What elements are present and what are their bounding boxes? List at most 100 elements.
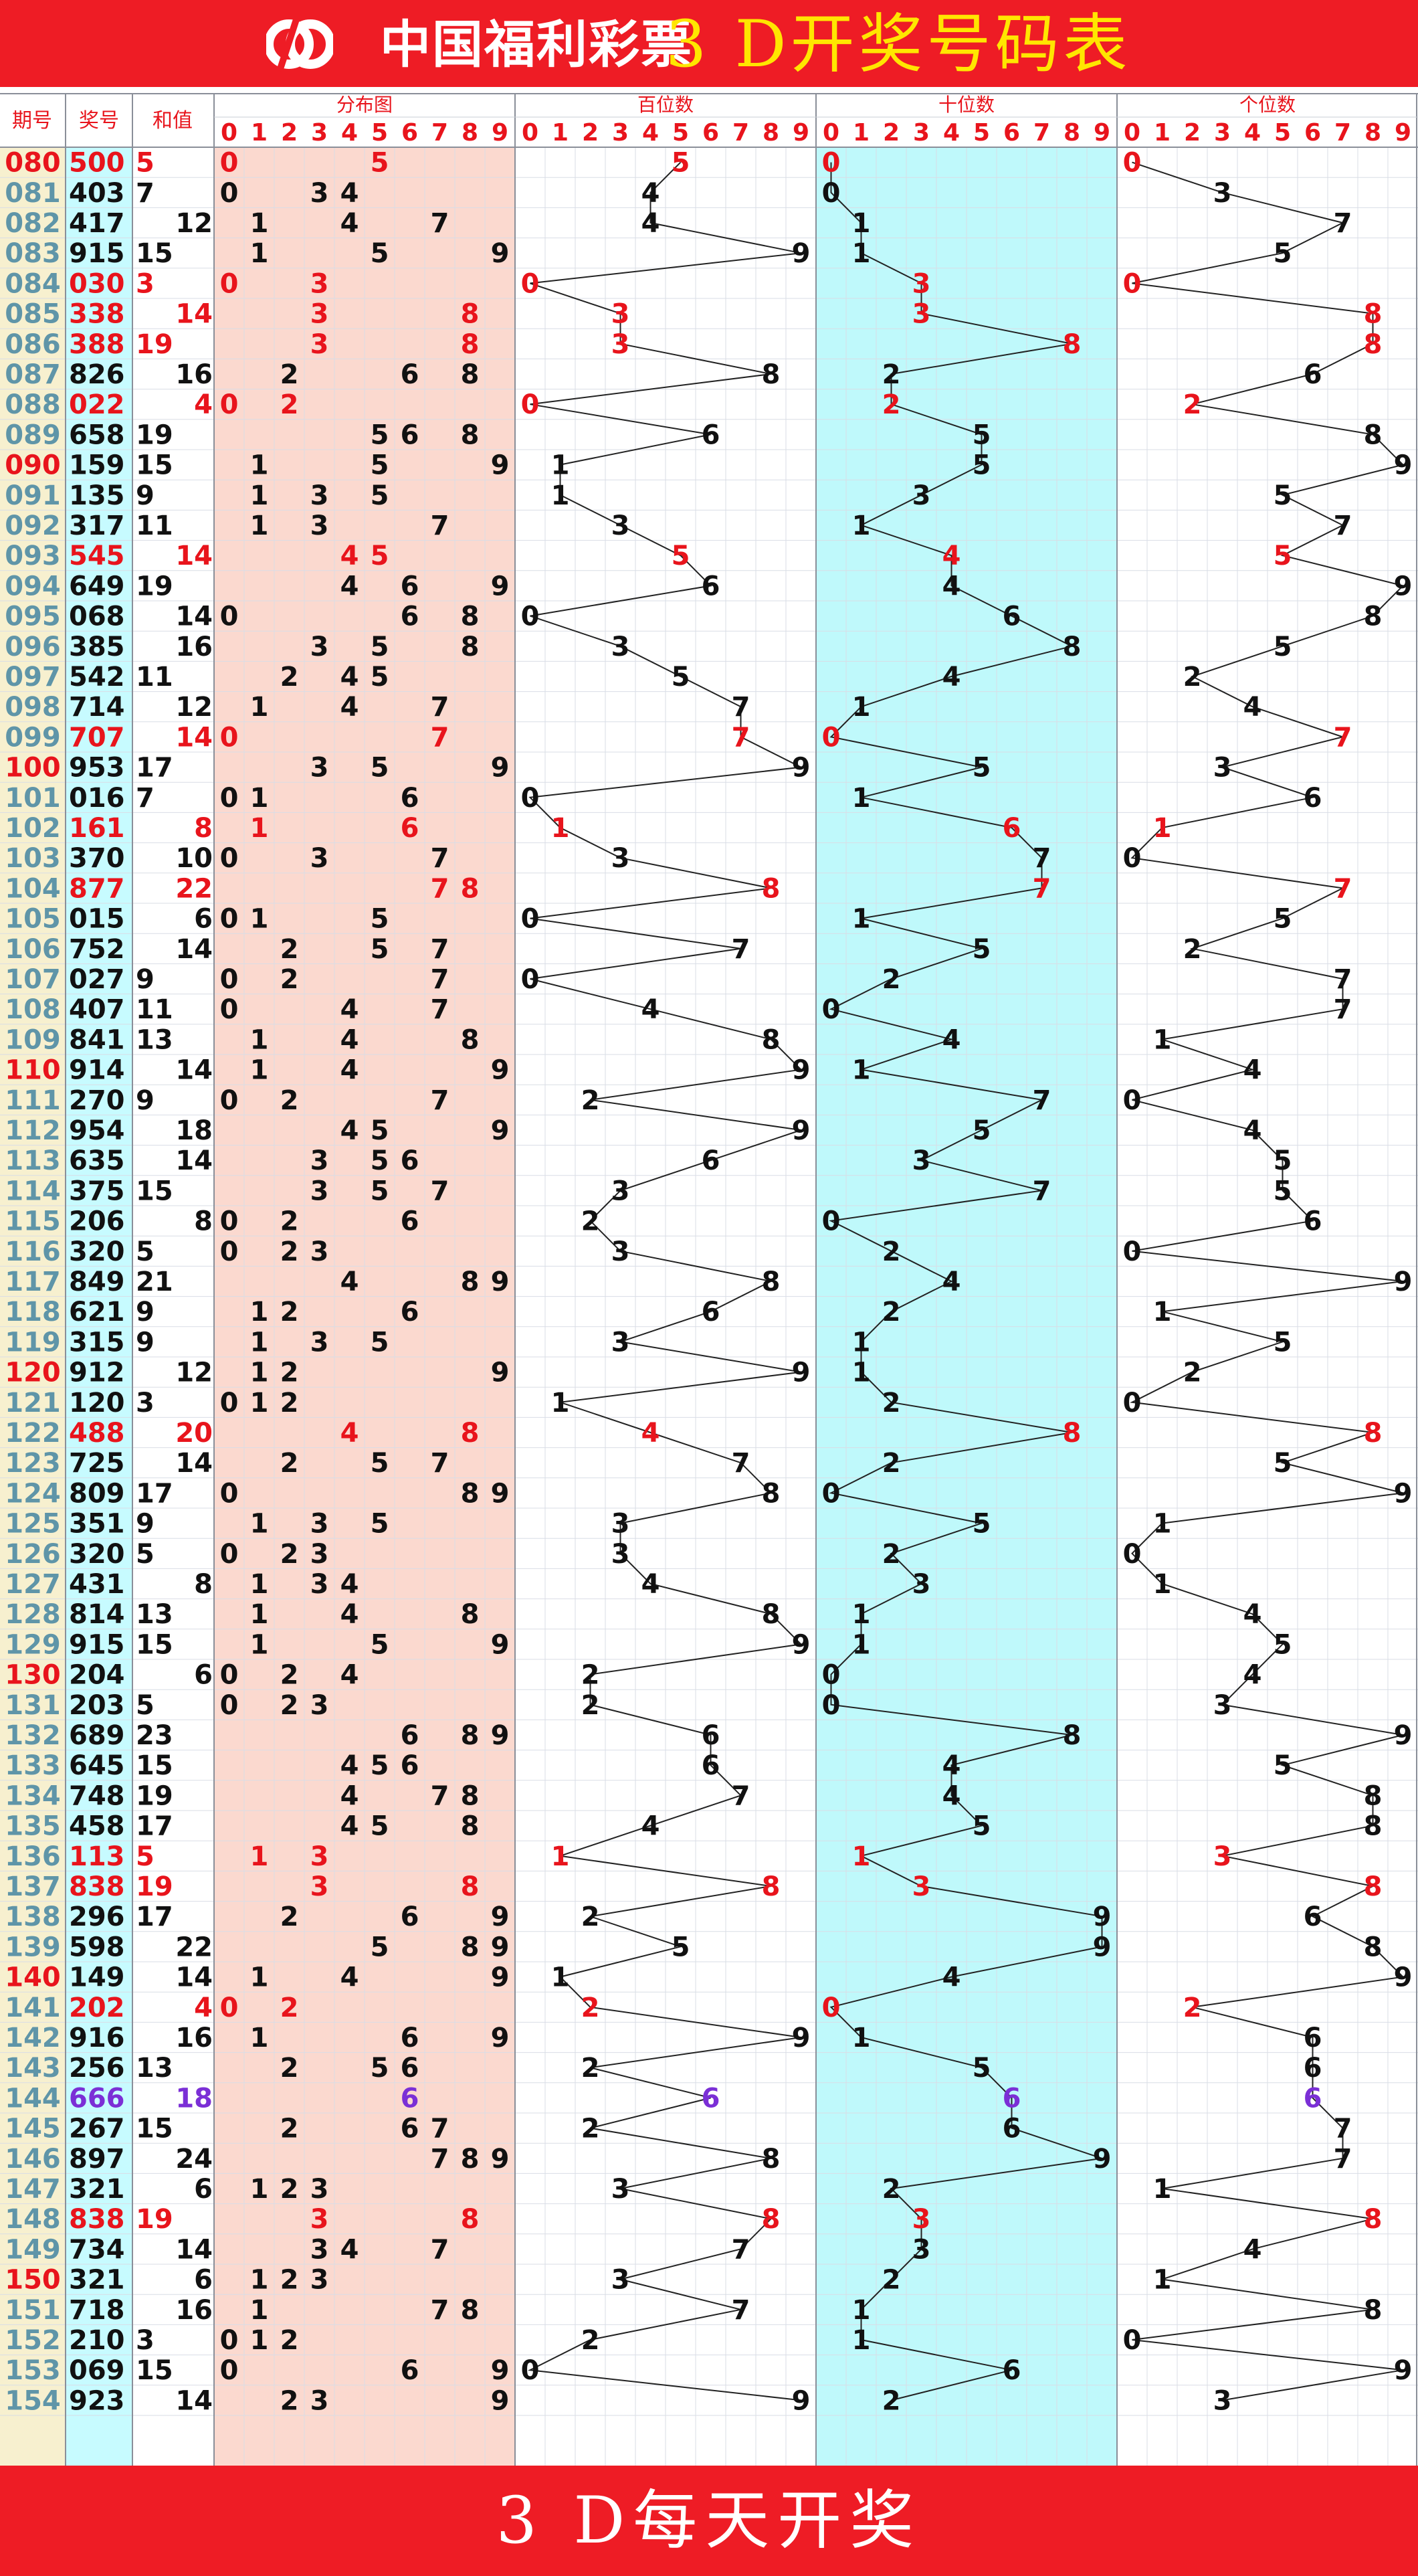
number-cell: 321	[69, 2265, 125, 2296]
grid-lines	[0, 147, 1418, 2466]
hundreds-digit-mark: 9	[792, 753, 811, 784]
distribution-mark: 7	[431, 722, 449, 753]
distribution-mark: 6	[401, 1902, 419, 1932]
distribution-mark: 4	[340, 662, 359, 693]
number-cell: 149	[69, 1962, 125, 1993]
hundreds-digit-header: 8	[763, 119, 779, 147]
distribution-mark: 0	[220, 389, 239, 420]
tens-digit-mark: 4	[942, 1024, 961, 1055]
tens-digit-mark: 5	[973, 1811, 991, 1842]
tens-digit-header: 1	[853, 119, 870, 147]
number-cell: 658	[69, 420, 125, 450]
hundreds-digit-mark: 4	[641, 1811, 660, 1842]
units-digit-mark: 0	[1123, 268, 1142, 299]
period-cell: 106	[5, 934, 61, 965]
hundreds-digit-mark: 8	[762, 1599, 781, 1630]
hundreds-digit-mark: 2	[581, 2325, 600, 2356]
hundreds-digit-mark: 0	[521, 268, 540, 299]
distribution-mark: 3	[310, 1569, 329, 1600]
period-cell: 110	[5, 1055, 61, 1086]
tens-digit-mark: 3	[912, 480, 931, 511]
distribution-mark: 9	[491, 2023, 510, 2053]
period-cell: 108	[5, 994, 61, 1025]
distribution-mark: 2	[280, 662, 299, 693]
period-cell: 083	[5, 238, 61, 269]
units-digit-header: 6	[1304, 119, 1321, 147]
distribution-mark: 8	[461, 2204, 480, 2235]
number-cell: 545	[69, 541, 125, 571]
sum-cell: 15	[136, 1176, 173, 1206]
distribution-mark: 0	[220, 2355, 239, 2386]
tens-digit-mark: 1	[852, 2023, 871, 2053]
period-cell: 150	[5, 2265, 61, 2296]
distribution-mark: 6	[401, 2023, 419, 2053]
units-digit-mark: 3	[1213, 1690, 1232, 1721]
period-cell: 124	[5, 1478, 61, 1509]
number-cell: 838	[69, 2204, 125, 2235]
units-digit-header: 2	[1184, 119, 1201, 147]
sum-cell: 24	[175, 2144, 213, 2175]
period-cell: 145	[5, 2114, 61, 2144]
period-cell: 090	[5, 450, 61, 481]
distribution-mark: 1	[250, 1388, 269, 1418]
units-digit-mark: 7	[1334, 511, 1352, 541]
period-cell: 129	[5, 1629, 61, 1660]
period-cell: 135	[5, 1811, 61, 1842]
units-digit-mark: 5	[1274, 1448, 1292, 1479]
tens-digit-header: 7	[1033, 119, 1050, 147]
column-separators	[65, 94, 1417, 2466]
period-cell: 152	[5, 2325, 61, 2356]
period-cell: 146	[5, 2144, 61, 2175]
units-digit-mark: 9	[1394, 1962, 1413, 1993]
hundreds-digit-mark: 7	[732, 2295, 750, 2326]
distribution-mark: 7	[431, 511, 449, 541]
number-cell: 666	[69, 2083, 125, 2114]
distribution-mark: 2	[280, 2174, 299, 2205]
hundreds-digit-mark: 7	[732, 1780, 750, 1811]
distribution-mark: 0	[220, 1478, 239, 1509]
tens-digit-mark: 3	[912, 299, 931, 330]
period-cell: 136	[5, 1841, 61, 1872]
tens-digit-mark: 2	[882, 2174, 901, 2205]
distribution-mark: 3	[310, 480, 329, 511]
distribution-mark: 9	[491, 2355, 510, 2386]
hundreds-digit-mark: 6	[702, 1720, 720, 1751]
number-cell: 809	[69, 1478, 125, 1509]
number-cell: 689	[69, 1720, 125, 1751]
units-header: 个位数	[1239, 94, 1296, 116]
distribution-mark: 5	[371, 450, 389, 481]
logo-text: 中国福利彩票	[380, 15, 693, 74]
units-digit-mark: 6	[1304, 2023, 1322, 2053]
units-digit-mark: 8	[1364, 1811, 1383, 1842]
sum-cell: 7	[136, 783, 155, 814]
sum-cell: 12	[175, 692, 213, 723]
hundreds-digit-mark: 4	[641, 1569, 660, 1600]
number-cell: 500	[69, 148, 125, 179]
hundreds-digit-header: 2	[582, 119, 599, 147]
distribution-mark: 8	[461, 1871, 480, 1902]
tens-digit-mark: 3	[912, 268, 931, 299]
sum-cell: 15	[136, 450, 173, 481]
distribution-mark: 2	[280, 964, 299, 995]
distribution-mark: 7	[431, 843, 449, 874]
hundreds-digit-mark: 6	[702, 2083, 720, 2114]
number-cell: 375	[69, 1176, 125, 1206]
distribution-mark: 2	[280, 2265, 299, 2296]
footer-text: 3 D每天开奖	[496, 2483, 922, 2558]
period-cell: 097	[5, 662, 61, 693]
number-cell: 210	[69, 2325, 125, 2356]
units-digit-mark: 4	[1243, 1055, 1262, 1086]
distribution-mark: 9	[491, 2144, 510, 2175]
tens-digit-mark: 5	[973, 420, 991, 450]
distribution-mark: 6	[401, 813, 419, 844]
period-cell: 114	[5, 1176, 61, 1206]
sum-cell: 19	[136, 571, 173, 602]
tens-digit-mark: 4	[942, 571, 961, 602]
distribution-mark: 0	[220, 1388, 239, 1418]
units-digit-mark: 2	[1183, 662, 1202, 693]
units-digit-mark: 0	[1123, 1085, 1142, 1116]
number-cell: 621	[69, 1297, 125, 1327]
distribution-mark: 1	[250, 1629, 269, 1660]
units-digit-mark: 2	[1183, 934, 1202, 965]
distribution-mark: 9	[491, 1932, 510, 1962]
